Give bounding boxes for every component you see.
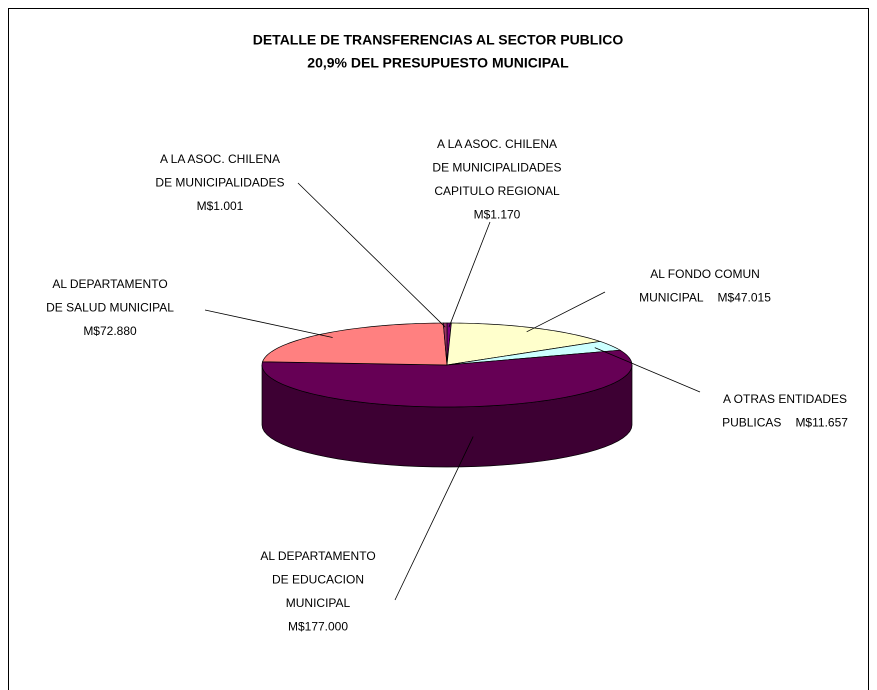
leader-line bbox=[526, 291, 606, 333]
category-label: DE MUNICIPALIDADES bbox=[432, 161, 561, 175]
value-label: M$11.657 bbox=[795, 416, 848, 430]
leader-line bbox=[204, 309, 333, 338]
pie-slice bbox=[442, 322, 448, 366]
category-label: AL FONDO COMUN bbox=[650, 267, 760, 281]
category-label: AL DEPARTAMENTO bbox=[52, 277, 167, 291]
category-label: A OTRAS ENTIDADES bbox=[723, 392, 847, 406]
leader-line bbox=[448, 221, 491, 328]
data-label: MUNICIPAL M$47.015 bbox=[639, 291, 771, 305]
category-label: A LA ASOC. CHILENA bbox=[437, 137, 557, 151]
value-label: M$47.015 bbox=[718, 291, 772, 305]
value-label: M$177.000 bbox=[288, 620, 348, 634]
pie-slice bbox=[446, 322, 601, 366]
category-label: PUBLICAS bbox=[722, 416, 781, 430]
chart-title: DETALLE DE TRANSFERENCIAS AL SECTOR PUBL… bbox=[253, 32, 624, 48]
category-label: A LA ASOC. CHILENA bbox=[160, 152, 280, 166]
category-label: MUNICIPAL bbox=[639, 291, 704, 305]
leader-line bbox=[594, 347, 701, 393]
leader-line bbox=[297, 182, 446, 328]
category-label: DE SALUD MUNICIPAL bbox=[46, 301, 174, 315]
value-label: M$1.170 bbox=[474, 208, 521, 222]
data-label: PUBLICAS M$11.657 bbox=[722, 416, 848, 430]
leader-line bbox=[394, 436, 474, 601]
category-label: AL DEPARTAMENTO bbox=[260, 549, 375, 563]
pie-slice bbox=[261, 349, 633, 408]
category-label: DE EDUCACION bbox=[272, 573, 364, 587]
category-label: CAPITULO REGIONAL bbox=[434, 184, 560, 198]
category-label: DE MUNICIPALIDADES bbox=[155, 176, 284, 190]
category-label: MUNICIPAL bbox=[286, 596, 351, 610]
value-label: M$72.880 bbox=[83, 324, 137, 338]
chart-subtitle: 20,9% DEL PRESUPUESTO MUNICIPAL bbox=[307, 55, 569, 71]
value-label: M$1.001 bbox=[197, 199, 244, 213]
pie-slice bbox=[446, 341, 622, 366]
